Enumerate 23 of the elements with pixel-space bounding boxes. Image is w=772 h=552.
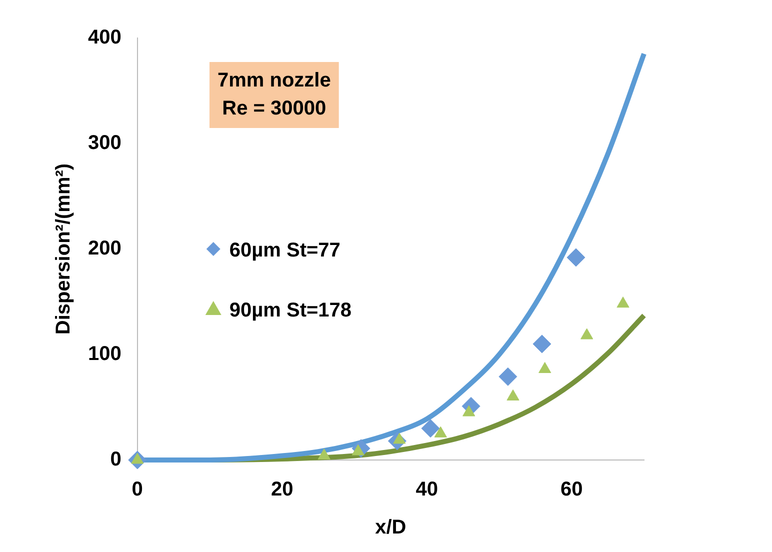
point [616,296,630,308]
y-tick-label: 0 [110,448,122,471]
x-tick-label: 40 [416,478,438,501]
x-tick-label: 0 [132,478,143,501]
point [532,334,552,354]
y-tick-label: 100 [88,343,122,366]
x-tick-label: 60 [560,478,583,501]
y-tick-label: 200 [88,238,122,260]
y-axis-title: Dispersion²/(mm²) [52,163,75,335]
x-axis-title: x/D [375,516,406,539]
point [318,448,330,460]
point [580,328,594,340]
point [434,426,447,438]
point [566,248,586,267]
annotation: 7mm nozzle Re = 30000 [217,70,331,120]
legend-label: 90µm St=178 [229,300,352,322]
point [538,362,552,374]
y-tick-label: 300 [88,132,122,154]
point [498,367,518,386]
y-tick-label: 400 [88,26,122,49]
point [506,389,520,400]
x-tick-label: 20 [270,478,294,501]
legend-label: 60µm St=77 [229,240,340,262]
